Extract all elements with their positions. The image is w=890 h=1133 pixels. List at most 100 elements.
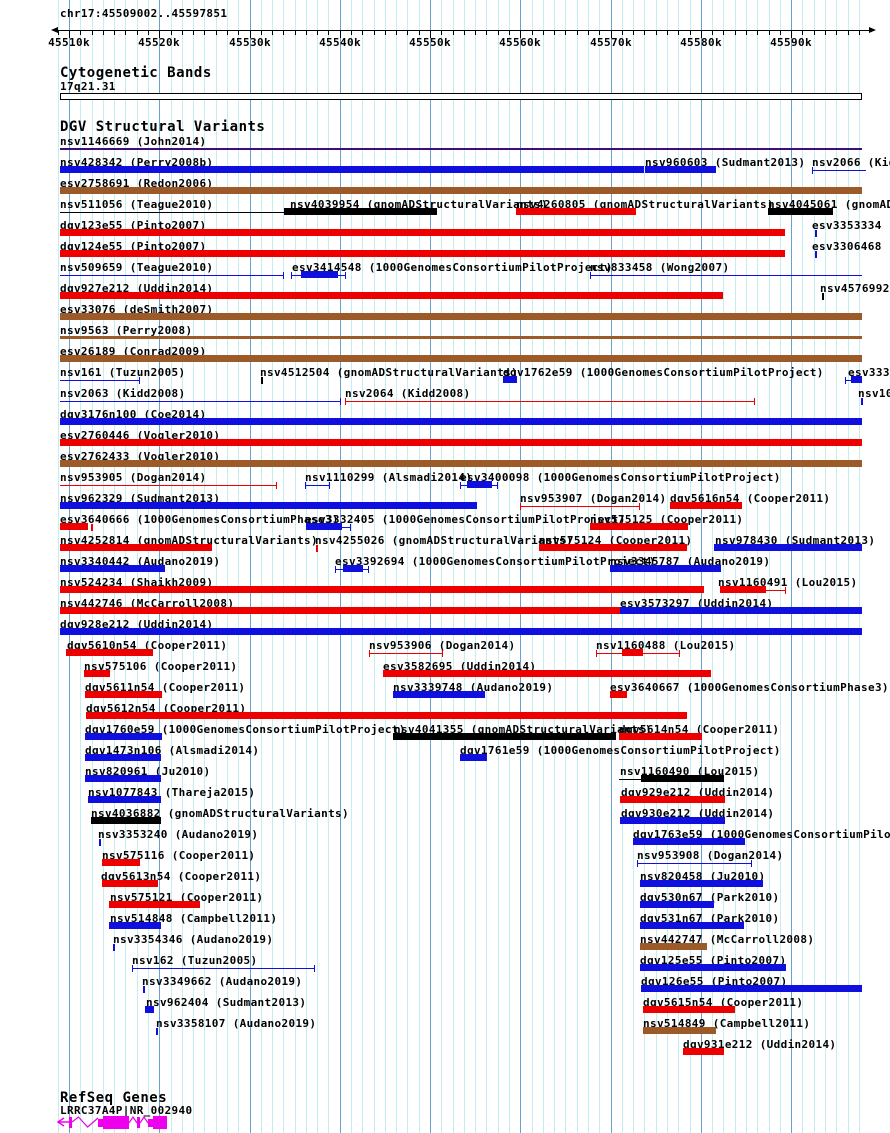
variant-bar[interactable] <box>60 166 644 173</box>
variant-bar[interactable] <box>60 565 165 572</box>
variant-bar[interactable] <box>633 838 745 845</box>
variant-bar[interactable] <box>60 628 862 635</box>
variant-bar[interactable] <box>60 250 785 257</box>
variant-bar[interactable] <box>643 1006 735 1013</box>
variant-bar[interactable] <box>851 376 862 383</box>
variant-label[interactable]: nsv1160488 (Lou2015) <box>596 639 736 652</box>
variant-label[interactable]: nsv953906 (Dogan2014) <box>369 639 516 652</box>
variant-bar[interactable] <box>640 943 707 950</box>
variant-point-tick[interactable] <box>91 524 93 531</box>
variant-label[interactable]: nsv1077843 (Thareja2015) <box>88 786 256 799</box>
variant-label[interactable]: nsv509659 (Teague2010) <box>60 261 214 274</box>
variant-label[interactable]: nsv4260805 (gnomADStructuralVariants) <box>516 198 774 211</box>
variant-label[interactable]: dgv5615n54 (Cooper2011) <box>643 996 804 1009</box>
variant-label[interactable]: nsv575124 (Cooper2011) <box>539 534 693 547</box>
variant-bar[interactable] <box>720 586 766 593</box>
variant-label[interactable]: nsv4041355 (gnomADStructuralVariants) <box>394 723 652 736</box>
variant-label[interactable]: esv3414548 (1000GenomesConsortiumPilotPr… <box>292 261 613 274</box>
variant-bar[interactable] <box>85 775 161 782</box>
variant-bar[interactable] <box>640 922 744 929</box>
variant-label[interactable]: nsv575106 (Cooper2011) <box>84 660 238 673</box>
variant-bar[interactable] <box>640 964 786 971</box>
variant-bar[interactable] <box>641 985 862 992</box>
variant-bar[interactable] <box>645 166 716 173</box>
variant-label[interactable]: dgv1762e59 (1000GenomesConsortiumPilotPr… <box>503 366 824 379</box>
variant-label[interactable]: dgv927e212 (Uddin2014) <box>60 282 214 295</box>
variant-label[interactable]: nsv514848 (Campbell2011) <box>110 912 278 925</box>
variant-label[interactable]: dgv928e212 (Uddin2014) <box>60 618 214 631</box>
variant-span-line[interactable] <box>520 506 640 507</box>
variant-bar[interactable] <box>640 901 714 908</box>
variant-label[interactable]: dgv1473n106 (Alsmadi2014) <box>85 744 260 757</box>
variant-label[interactable]: nsv9563 (Perry2008) <box>60 324 193 337</box>
variant-label[interactable]: nsv3358107 (Audano2019) <box>156 1017 317 1030</box>
variant-label[interactable]: nsv3345787 (Audano2019) <box>610 555 771 568</box>
variant-label[interactable]: nsv962329 (Sudmant2013) <box>60 492 221 505</box>
variant-span-line[interactable] <box>60 275 284 276</box>
variant-span-line[interactable] <box>60 212 284 213</box>
variant-point-tick[interactable] <box>316 545 318 552</box>
variant-bar[interactable] <box>393 733 616 740</box>
variant-label[interactable]: esv26189 (Conrad2009) <box>60 345 207 358</box>
variant-bar[interactable] <box>85 754 161 761</box>
variant-bar[interactable] <box>109 901 200 908</box>
variant-label[interactable]: nsv960603 (Sudmant2013) <box>645 156 806 169</box>
variant-point-tick[interactable] <box>822 293 824 300</box>
variant-bar[interactable] <box>86 712 687 719</box>
variant-label[interactable]: dgv3176n100 (Coe2014) <box>60 408 207 421</box>
variant-point-tick[interactable] <box>99 839 101 846</box>
variant-bar[interactable] <box>60 523 88 530</box>
variant-label[interactable]: nsv3349662 (Audano2019) <box>142 975 303 988</box>
variant-label[interactable]: nsv820961 (Ju2010) <box>85 765 211 778</box>
variant-span-line[interactable] <box>345 401 755 402</box>
variant-bar[interactable] <box>516 208 636 215</box>
variant-bar[interactable] <box>60 355 862 362</box>
variant-bar[interactable] <box>60 313 862 320</box>
variant-label[interactable]: dgv929e212 (Uddin2014) <box>621 786 775 799</box>
variant-label[interactable]: nsv962404 (Sudmant2013) <box>146 996 307 1009</box>
variant-span-line[interactable] <box>637 863 752 864</box>
variant-point-tick[interactable] <box>261 377 263 384</box>
variant-bar[interactable] <box>640 880 763 887</box>
variant-label[interactable]: esv2758691 (Redon2006) <box>60 177 214 190</box>
variant-label[interactable]: nsv10 <box>858 387 890 400</box>
variant-point-tick[interactable] <box>143 986 145 993</box>
variant-label[interactable]: dgv531n67 (Park2010) <box>640 912 780 925</box>
variant-label[interactable]: nsv3340442 (Audano2019) <box>60 555 221 568</box>
variant-bar[interactable] <box>620 817 725 824</box>
variant-span-line[interactable] <box>132 968 315 969</box>
variant-bar[interactable] <box>641 775 724 782</box>
variant-bar[interactable] <box>145 1006 154 1013</box>
variant-label[interactable]: nsv575116 (Cooper2011) <box>102 849 256 862</box>
variant-span-line[interactable] <box>369 653 443 654</box>
variant-span-line[interactable] <box>60 401 341 402</box>
variant-label[interactable]: nsv4576992 ( <box>820 282 890 295</box>
variant-bar[interactable] <box>60 187 862 194</box>
variant-bar[interactable] <box>60 544 212 551</box>
variant-label[interactable]: esv3332405 (1000GenomesConsortiumPilotPr… <box>305 513 626 526</box>
variant-label[interactable]: dgv930e212 (Uddin2014) <box>621 807 775 820</box>
variant-label[interactable]: nsv3339748 (Audano2019) <box>393 681 554 694</box>
variant-point-tick[interactable] <box>815 230 817 237</box>
variant-label[interactable]: dgv5613n54 (Cooper2011) <box>101 870 262 883</box>
variant-label[interactable]: dgv5614n54 (Cooper2011) <box>619 723 780 736</box>
variant-label[interactable]: nsv1110299 (Alsmadi2014) <box>305 471 473 484</box>
variant-label[interactable]: esv3306468 (1 <box>812 240 890 253</box>
variant-label[interactable]: nsv833458 (Wong2007) <box>590 261 730 274</box>
variant-label[interactable]: nsv4252814 (gnomADStructuralVariants) <box>60 534 318 547</box>
variant-label[interactable]: nsv820458 (Ju2010) <box>640 870 766 883</box>
variant-label[interactable]: esv3400098 (1000GenomesConsortiumPilotPr… <box>460 471 781 484</box>
gene-model[interactable] <box>50 1112 180 1133</box>
variant-label[interactable]: esv2760446 (Vogler2010) <box>60 429 221 442</box>
variant-bar[interactable] <box>683 1048 724 1055</box>
variant-label[interactable]: dgv5610n54 (Cooper2011) <box>67 639 228 652</box>
variant-point-tick[interactable] <box>156 1028 158 1035</box>
variant-label[interactable]: nsv2066 (Kidd <box>812 156 890 169</box>
variant-bar[interactable] <box>60 292 723 299</box>
variant-bar[interactable] <box>60 336 862 339</box>
variant-span-line[interactable] <box>60 380 140 381</box>
variant-bar[interactable] <box>60 502 477 509</box>
variant-bar[interactable] <box>619 733 702 740</box>
variant-label[interactable]: esv3353334 (1 <box>812 219 890 232</box>
variant-bar[interactable] <box>91 817 161 824</box>
